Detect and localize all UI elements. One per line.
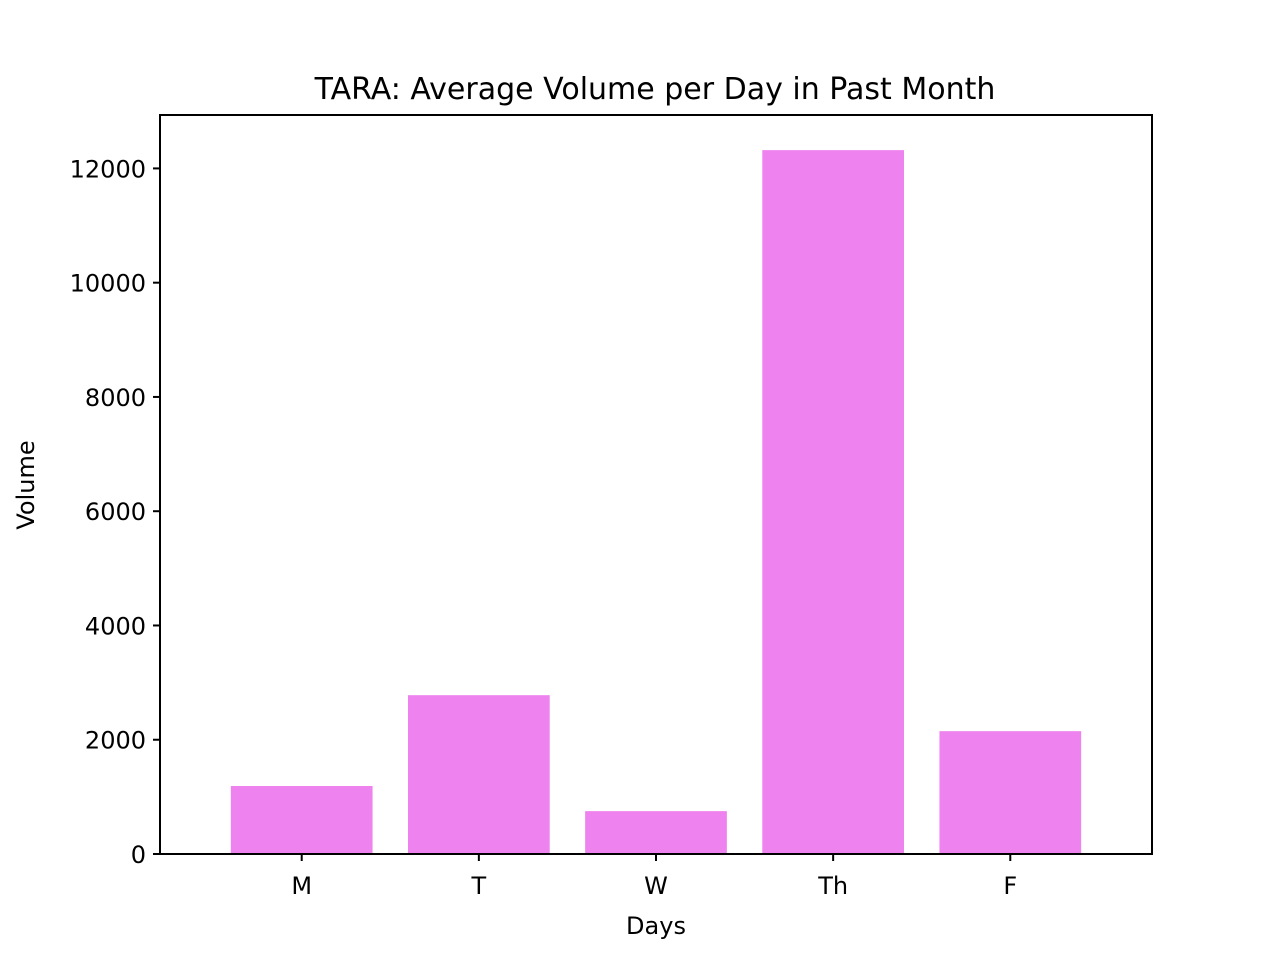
y-axis-label: Volume <box>12 440 40 529</box>
y-tick-label: 0 <box>131 841 146 869</box>
bar-t <box>408 695 550 854</box>
bar-m <box>230 786 373 854</box>
chart-title: TARA: Average Volume per Day in Past Mon… <box>314 72 996 107</box>
y-axis-ticks: 0 2000 4000 6000 8000 10000 12000 <box>70 155 160 869</box>
x-tick-label: F <box>1003 872 1017 900</box>
y-tick-label: 6000 <box>85 498 146 526</box>
y-tick-label: 8000 <box>85 384 146 412</box>
plot-frame <box>159 114 1153 855</box>
x-tick-label: T <box>471 872 487 900</box>
x-tick-label: W <box>644 872 668 900</box>
bar-w <box>585 811 727 854</box>
y-tick-label: 2000 <box>85 727 146 755</box>
bar-th <box>762 150 904 855</box>
x-axis-label: Days <box>626 912 686 940</box>
y-tick-label: 12000 <box>70 155 146 183</box>
x-tick-label: Th <box>817 872 848 900</box>
y-tick-label: 4000 <box>85 612 146 640</box>
bars-group <box>230 150 1082 855</box>
y-tick-label: 10000 <box>70 270 146 298</box>
bar-f <box>939 731 1082 854</box>
x-axis-ticks: M T W Th F <box>291 854 1017 900</box>
x-tick-label: M <box>291 872 312 900</box>
